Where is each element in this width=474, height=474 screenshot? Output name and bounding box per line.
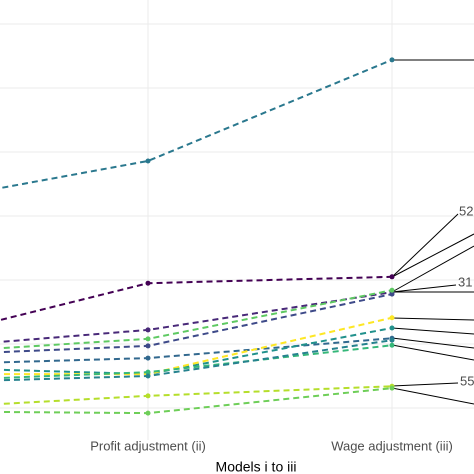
data-point: [389, 57, 395, 63]
series-line: [0, 291, 393, 343]
data-point: [145, 327, 151, 333]
series-line: [0, 385, 393, 405]
data-point: [145, 393, 151, 399]
data-point: [389, 342, 395, 348]
series-line: [0, 293, 393, 354]
annotation: 55: [460, 373, 474, 388]
data-point: [389, 337, 395, 343]
leader-line: [391, 327, 474, 335]
x-axis-label: Models i to iii: [216, 459, 297, 474]
leader-line: [391, 284, 457, 293]
data-point: [145, 369, 151, 375]
leader-lines: [391, 59, 474, 405]
data-point: [145, 355, 151, 361]
series-line: [0, 275, 393, 322]
data-point: [145, 410, 151, 416]
data-point: [389, 274, 395, 280]
leader-line: [391, 344, 474, 361]
data-point: [389, 291, 395, 297]
data-point: [389, 315, 395, 321]
leader-line: [391, 245, 474, 293]
x-tick-label: Wage adjustment (iii): [331, 438, 453, 453]
data-point: [145, 343, 151, 349]
series-line: [0, 58, 393, 190]
annotation: 31: [458, 274, 472, 289]
data-point: [145, 373, 151, 379]
data-point: [389, 287, 395, 293]
leader-line: [391, 387, 474, 405]
annotation: 52: [459, 203, 473, 218]
data-point: [389, 325, 395, 331]
leader-line: [391, 382, 459, 387]
leader-line: [391, 233, 474, 278]
data-point: [145, 280, 151, 286]
data-point: [145, 336, 151, 342]
data-point: [145, 158, 151, 164]
leader-line: [391, 337, 474, 349]
leader-line: [391, 317, 474, 321]
data-point: [389, 385, 395, 391]
leader-line: [391, 213, 459, 278]
x-tick-label: Profit adjustment (ii): [90, 438, 206, 453]
